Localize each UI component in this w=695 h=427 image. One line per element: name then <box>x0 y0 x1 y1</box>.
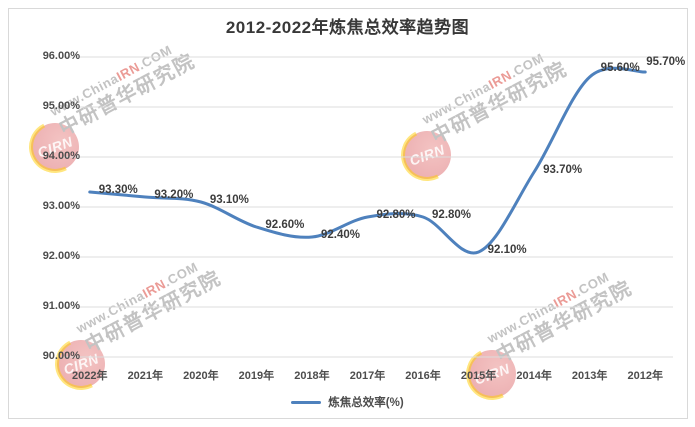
chart-frame <box>8 8 688 419</box>
legend: 炼焦总效率(%) <box>8 394 687 410</box>
chart-title: 2012-2022年炼焦总效率趋势图 <box>225 18 470 37</box>
legend-label: 炼焦总效率(%) <box>328 397 404 409</box>
legend-line-marker <box>291 400 322 404</box>
trend-line <box>88 66 647 255</box>
